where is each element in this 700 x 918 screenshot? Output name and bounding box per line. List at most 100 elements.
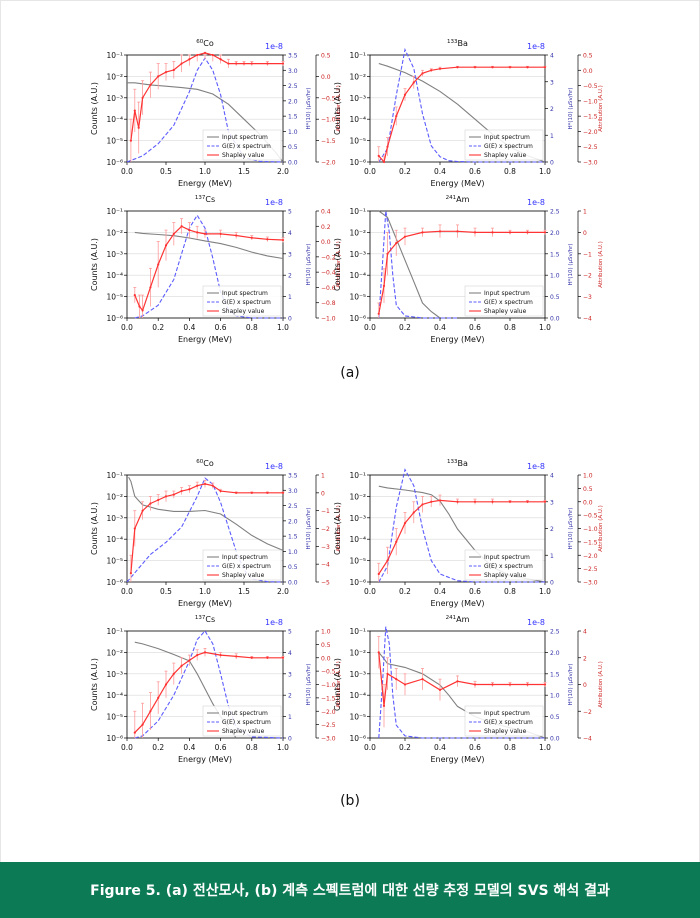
x-axis-label: Energy (MeV): [430, 755, 484, 764]
x-tick-label: 2.0: [277, 167, 289, 176]
x-tick-label: 0.8: [246, 323, 258, 332]
shapley-point: [266, 491, 269, 494]
x-tick-label: 1.0: [539, 743, 551, 752]
right1-tick-label: 1: [550, 553, 554, 560]
right1-tick-label: 3.0: [288, 68, 298, 75]
right1-tick-label: 1: [550, 133, 554, 140]
shapley-point: [456, 500, 459, 503]
legend-label: Input spectrum: [222, 290, 268, 297]
shapley-point: [235, 234, 238, 237]
shapley-point: [172, 493, 175, 496]
x-tick-label: 0.0: [364, 587, 376, 596]
shapley-point: [281, 491, 285, 494]
right2-tick-label: −1: [321, 508, 330, 515]
y-tick-label: 10⁻⁵: [106, 137, 123, 146]
sublabel-a: (a): [340, 365, 360, 381]
shapley-value-line: [378, 499, 545, 575]
shapley-point: [180, 225, 183, 228]
shapley-point: [473, 231, 477, 234]
y-tick-label: 10⁻⁴: [349, 115, 366, 124]
y-tick-label: 10⁻⁴: [106, 115, 123, 124]
shapley-point: [473, 500, 477, 503]
right2-axis-label: Attribution (A.U.): [598, 661, 604, 708]
y-tick-label: 10⁻²: [349, 492, 366, 501]
legend-label: Input spectrum: [222, 554, 268, 561]
scale-label: 1e-8: [527, 198, 545, 207]
right2-tick-label: 0.0: [583, 68, 593, 75]
right2-axis-label: Attribution (A.U.): [336, 85, 342, 132]
x-axis-label: Energy (MeV): [430, 179, 484, 188]
shapley-point: [403, 93, 407, 96]
right1-tick-label: 1.5: [288, 534, 298, 541]
right1-tick-label: 1.0: [550, 693, 560, 700]
x-tick-label: 0.4: [434, 587, 446, 596]
shapley-point: [543, 231, 547, 234]
shapley-point: [266, 238, 269, 241]
title-mass-number: 241: [446, 195, 457, 201]
legend-label: G(E) x spectrum: [222, 563, 271, 570]
shapley-point: [133, 293, 136, 297]
legend-label: Input spectrum: [222, 134, 268, 141]
shapley-point: [250, 62, 253, 65]
shapley-value-line: [130, 52, 283, 141]
scale-label: 1e-8: [265, 462, 283, 471]
right2-tick-label: −0.6: [321, 285, 336, 292]
right2-tick-label: −2: [321, 526, 330, 533]
shapley-point: [141, 96, 144, 99]
x-tick-label: 0.6: [469, 323, 481, 332]
shapley-point: [235, 62, 238, 65]
right1-tick-label: 4: [550, 473, 554, 480]
shapley-point: [141, 509, 144, 512]
shapley-point: [137, 126, 140, 129]
right2-tick-label: −2.0: [583, 553, 598, 560]
shapley-point: [377, 651, 380, 654]
y-tick-label: 10⁻³: [349, 670, 366, 679]
shapley-point: [508, 66, 512, 69]
right2-tick-label: −4: [321, 562, 330, 569]
shapley-point: [386, 672, 389, 675]
shapley-point: [164, 683, 168, 686]
right2-tick-label: −2: [583, 273, 592, 280]
y-tick-label: 10⁻⁵: [349, 137, 366, 146]
y-tick-label: 10⁻³: [349, 514, 366, 523]
chart-title: 60Co: [196, 459, 214, 468]
chart-title: 137Cs: [195, 615, 215, 624]
x-tick-label: 0.4: [434, 743, 446, 752]
shapley-point: [164, 71, 168, 74]
x-tick-label: 0.4: [183, 743, 195, 752]
x-tick-label: 1.0: [539, 587, 551, 596]
right1-axis-label: H*(10) (μSv/hr): [568, 507, 574, 549]
title-isotope: Am: [456, 615, 469, 624]
x-tick-label: 0.6: [215, 743, 227, 752]
y-tick-label: 10⁻⁶: [106, 578, 123, 587]
y-axis-label: Counts (A.U.): [90, 238, 99, 291]
shapley-point: [491, 683, 494, 686]
right2-tick-label: −0.5: [321, 669, 336, 676]
shapley-point: [172, 672, 175, 675]
title-isotope: Am: [456, 195, 469, 204]
shapley-point: [149, 83, 152, 87]
right2-tick-label: −1.0: [321, 682, 336, 689]
shapley-point: [250, 236, 253, 239]
y-tick-label: 10⁻¹: [349, 51, 366, 60]
right1-tick-label: 0.5: [288, 564, 298, 571]
right2-tick-label: −5: [321, 580, 330, 587]
legend-label: G(E) x spectrum: [484, 299, 533, 306]
right1-tick-label: 2: [288, 693, 292, 700]
shapley-point: [250, 656, 253, 659]
chart-b-ba: 10⁻⁶ 10⁻⁵ 10⁻⁴ 10⁻³ 10⁻² 10⁻¹ 0.0 0.2 0.4 0.6 0.8 1…: [333, 459, 604, 608]
right1-axis-label: H*(10) (μSv/hr): [306, 507, 312, 549]
right1-tick-label: 3.5: [288, 53, 298, 60]
x-axis-label: Energy (MeV): [178, 335, 232, 344]
shapley-point: [266, 62, 269, 65]
right2-tick-label: 0: [321, 490, 325, 497]
shapley-point: [219, 489, 222, 493]
right2-tick-label: −1.0: [583, 526, 598, 533]
right2-tick-label: −3: [321, 544, 330, 551]
legend-label: G(E) x spectrum: [222, 143, 271, 150]
x-tick-label: 0.0: [121, 167, 133, 176]
ge-spectrum-line: [378, 47, 545, 163]
y-tick-label: 10⁻³: [349, 250, 366, 259]
shapley-point: [157, 75, 160, 78]
shapley-point: [219, 58, 222, 61]
